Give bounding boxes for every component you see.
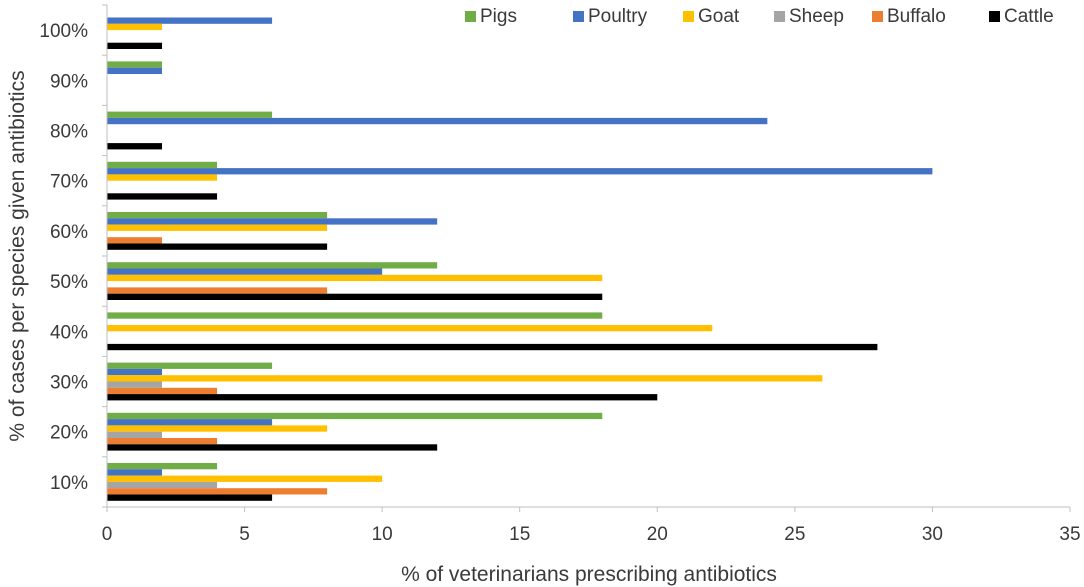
legend-label-cattle: Cattle — [1004, 6, 1054, 27]
y-tick-label: 70% — [50, 172, 88, 193]
y-tick-label: 100% — [39, 21, 88, 42]
bar-pigs-10pct — [107, 463, 218, 470]
axes-group — [106, 5, 1070, 508]
bar-cattle-10pct — [107, 494, 273, 501]
x-tick-label: 25 — [784, 524, 805, 545]
legend-label-pigs: Pigs — [480, 6, 517, 27]
legend-swatch-poultry — [573, 11, 584, 22]
bar-goat-30pct — [107, 375, 823, 382]
x-tick-label: 35 — [1059, 524, 1080, 545]
legend-swatch-pigs — [465, 11, 476, 22]
bar-poultry-30pct — [107, 368, 163, 376]
legend: Pigs Poultry Goat Sheep Buffalo Cattle — [465, 6, 1054, 27]
bar-goat-100pct — [107, 23, 163, 31]
bar-pigs-90pct — [107, 61, 163, 68]
bar-goat-70pct — [107, 174, 218, 181]
bar-cattle-30pct — [107, 394, 658, 401]
legend-label-poultry: Poultry — [588, 6, 648, 27]
bar-pigs-70pct — [107, 161, 218, 169]
bar-cattle-20pct — [107, 444, 438, 451]
y-tick-label: 20% — [50, 423, 88, 444]
bar-goat-50pct — [107, 274, 603, 282]
bar-poultry-50pct — [107, 268, 383, 275]
legend-swatch-cattle — [989, 11, 1000, 22]
bar-cattle-70pct — [107, 193, 218, 200]
legend-swatch-buffalo — [872, 11, 883, 22]
y-tick-label: 10% — [50, 473, 88, 494]
bar-goat-10pct — [107, 475, 383, 482]
bar-pigs-30pct — [107, 362, 273, 369]
x-tick-label: 10 — [372, 524, 393, 545]
bar-buffalo-60pct — [107, 237, 163, 244]
y-tick-label: 60% — [50, 222, 88, 243]
bar-cattle-40pct — [107, 343, 878, 351]
bar-pigs-80pct — [107, 111, 273, 118]
x-tick-label: 20 — [647, 524, 668, 545]
bar-pigs-40pct — [107, 312, 603, 319]
legend-label-sheep: Sheep — [789, 6, 844, 27]
bar-pigs-20pct — [107, 412, 603, 420]
bar-goat-40pct — [107, 325, 713, 332]
legend-swatch-goat — [683, 11, 694, 22]
x-tick-label: 30 — [922, 524, 943, 545]
legend-label-goat: Goat — [698, 6, 740, 27]
bar-buffalo-30pct — [107, 387, 218, 395]
ticks-group: 0 5 10 15 20 25 30 35 10% 20% 30% 40% 50% 60% 70% 80% 90… — [39, 4, 1081, 545]
y-tick-label: 50% — [50, 272, 88, 293]
bar-cattle-100pct — [107, 42, 163, 49]
x-tick-label: 15 — [509, 524, 530, 545]
y-tick-label: 40% — [50, 322, 88, 343]
y-axis-title: % of cases per species given antibiotics — [6, 70, 29, 441]
y-tick-label: 90% — [50, 71, 88, 92]
bar-sheep-20pct — [107, 431, 163, 438]
bar-poultry-100pct — [107, 17, 273, 24]
bar-goat-20pct — [107, 425, 328, 432]
bar-poultry-10pct — [107, 469, 163, 476]
legend-label-buffalo: Buffalo — [887, 6, 946, 27]
y-tick-label: 80% — [50, 122, 88, 143]
y-tick-label: 30% — [50, 373, 88, 394]
bar-poultry-60pct — [107, 218, 438, 225]
x-axis-title: % of veterinarians prescribing antibioti… — [401, 563, 777, 586]
bar-goat-60pct — [107, 224, 328, 231]
bar-poultry-90pct — [107, 67, 163, 74]
x-tick-label: 5 — [239, 524, 250, 545]
bars-group — [107, 17, 933, 501]
bar-pigs-50pct — [107, 262, 438, 269]
bar-poultry-80pct — [107, 117, 768, 125]
bar-poultry-70pct — [107, 168, 933, 175]
bar-buffalo-50pct — [107, 287, 328, 294]
bar-sheep-10pct — [107, 481, 218, 489]
x-tick-label: 0 — [102, 524, 113, 545]
legend-swatch-sheep — [774, 11, 785, 22]
bar-cattle-50pct — [107, 293, 603, 300]
bar-cattle-80pct — [107, 143, 163, 150]
bar-buffalo-20pct — [107, 438, 218, 445]
bar-poultry-20pct — [107, 419, 273, 426]
bar-sheep-30pct — [107, 381, 163, 388]
bar-cattle-60pct — [107, 243, 328, 250]
bar-pigs-60pct — [107, 212, 328, 219]
bar-buffalo-10pct — [107, 488, 328, 495]
